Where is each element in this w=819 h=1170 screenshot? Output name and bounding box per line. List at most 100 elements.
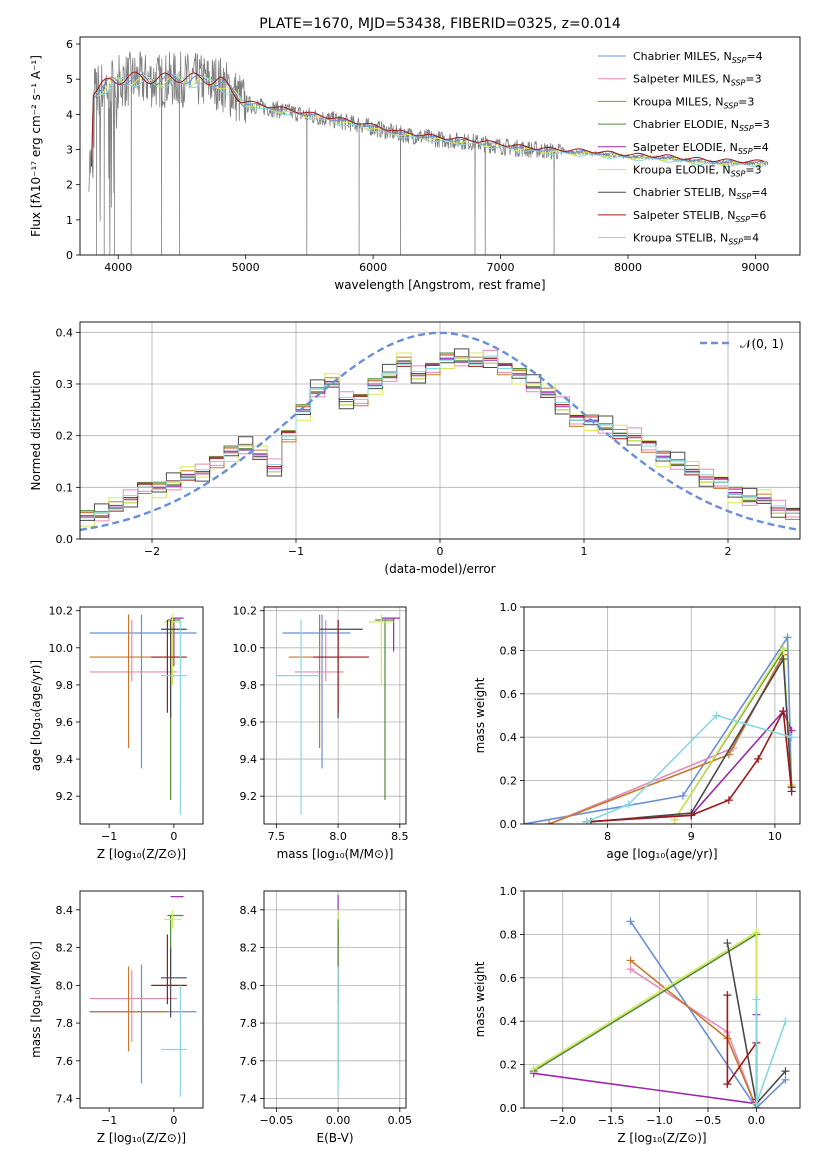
weight-vs-age-plot-area: [524, 607, 800, 824]
y-tick-label: 8.2: [240, 942, 258, 955]
x-tick-label: 5000: [232, 261, 260, 274]
y-tick-label: 9.6: [56, 716, 74, 729]
x-axis-label: wavelength [Angstrom, rest frame]: [334, 278, 545, 292]
y-tick-label: 0.6: [500, 972, 518, 985]
x-tick-label: 7.5: [268, 830, 286, 843]
x-tick-label: 9: [688, 830, 695, 843]
legend-series-name: Chabrier MILES, N: [633, 50, 732, 63]
y-tick-label: 0.2: [500, 1059, 518, 1072]
y-tick-label: 7.8: [240, 1017, 258, 1030]
x-tick-label: 4000: [104, 261, 132, 274]
axes-frame: [79, 890, 204, 1109]
x-tick-label: 2: [725, 545, 732, 558]
legend-subscript: SSP: [739, 124, 754, 133]
x-tick-label: 1: [581, 545, 588, 558]
y-tick-label: 10.0: [49, 642, 74, 655]
legend-label: 𝒩(0, 1): [740, 337, 784, 351]
x-tick-label: −0.05: [259, 1114, 293, 1127]
y-tick-label: 0.0: [500, 1102, 518, 1115]
x-axis-label: Z [log₁₀(Z/Z⊙)]: [97, 847, 186, 861]
y-tick-label: 10.2: [233, 605, 258, 618]
y-tick-label: 8.0: [240, 979, 258, 992]
x-tick-label: 8.5: [391, 830, 409, 843]
y-tick-label: 0.4: [500, 1015, 518, 1028]
axes-frame: [523, 606, 801, 825]
y-tick-label: 1.0: [500, 601, 518, 614]
legend-subscript: SSP: [732, 56, 747, 65]
legend-series-name: Salpeter ELODIE, N: [633, 141, 738, 154]
weight-marker: [779, 707, 788, 716]
weight-marker: [779, 655, 788, 664]
y-tick-label: 0.2: [56, 430, 74, 443]
weight-marker: [781, 1017, 790, 1026]
y-tick-label: 0.6: [500, 688, 518, 701]
y-tick-label: 9.6: [240, 716, 258, 729]
spectrum-plot-area: [88, 51, 769, 255]
legend-series-name: Salpeter MILES, N: [633, 73, 731, 86]
weight-marker: [582, 817, 591, 824]
x-axis-label: E(B-V): [316, 1131, 353, 1145]
legend-subscript: SSP: [723, 101, 738, 110]
x-tick-label: −1: [101, 1114, 117, 1127]
y-tick-label: 9.4: [240, 753, 258, 766]
y-axis-label: mass [log₁₀(M/M⊙)]: [29, 941, 43, 1058]
axes-frame: [79, 606, 204, 825]
y-tick-label: 0.2: [500, 775, 518, 788]
y-tick-label: 9.4: [56, 753, 74, 766]
x-tick-label: 0: [437, 545, 444, 558]
legend-series-name: Salpeter STELIB, N: [633, 209, 735, 222]
x-tick-label: 0.0: [748, 1114, 766, 1127]
y-tick-label: 0.0: [500, 818, 518, 831]
y-tick-label: 7.6: [240, 1055, 258, 1068]
x-tick-label: −1.0: [646, 1114, 673, 1127]
legend-nssp-value: =3: [745, 164, 761, 177]
weight-vs-z-plot-area: [524, 891, 800, 1108]
x-tick-label: −1.5: [598, 1114, 625, 1127]
y-tick-label: 4: [66, 108, 73, 121]
x-tick-label: 8: [604, 830, 611, 843]
y-tick-label: 0: [66, 249, 73, 262]
axes-frame: [263, 890, 407, 1109]
legend-subscript: SSP: [735, 215, 750, 224]
weight-marker: [752, 1099, 761, 1108]
weight-marker: [626, 965, 635, 974]
weight-marker: [787, 787, 796, 796]
mass-vs-z-axes: −1 0 7.4 7.6 7.8 8.0 8.2 8.4 Z [log₁₀(Z/Z⊙)] mass…: [29, 890, 204, 1145]
y-tick-label: 9.8: [56, 679, 74, 692]
x-tick-label: 0: [170, 1114, 177, 1127]
x-tick-label: −2: [144, 545, 160, 558]
legend-label: Kroupa MILES, NSSP=3: [633, 95, 754, 110]
y-tick-label: 9.2: [56, 790, 74, 803]
mass-vs-z-plot-area: [89, 896, 197, 1097]
mass-vs-ebv-axes: −0.05 0.00 0.05 7.4 7.6 7.8 8.0 8.2 8.4 E(B-V): [240, 890, 412, 1145]
age-vs-mass-axes: 7.5 8.0 8.5 9.2 9.4 9.6 9.8 10.0 10.2 mass [log₁₀…: [233, 605, 409, 861]
x-tick-label: −0.5: [695, 1114, 722, 1127]
x-tick-label: −2.0: [549, 1114, 576, 1127]
weight-line: [586, 708, 793, 823]
spectrum-axes: 4000 5000 6000 7000 8000 9000 0 1 2 3 4 5 6 wavelengt…: [29, 16, 801, 292]
y-tick-label: 10.0: [233, 642, 258, 655]
weight-line: [524, 634, 793, 824]
x-tick-label: 9000: [741, 261, 769, 274]
legend-label: Chabrier ELODIE, NSSP=3: [633, 118, 770, 133]
x-axis-label: mass [log₁₀(M/M⊙)]: [277, 847, 394, 861]
x-axis-label: Z [log₁₀(Z/Z⊙)]: [97, 1131, 186, 1145]
residuals-plot-area: [80, 322, 800, 539]
y-tick-label: 6: [66, 38, 73, 51]
weight-marker: [626, 917, 635, 926]
legend-label: Salpeter STELIB, NSSP=6: [633, 209, 766, 224]
y-tick-label: 2: [66, 179, 73, 192]
legend-series-name: Kroupa STELIB, N: [633, 232, 728, 245]
y-tick-label: 1: [66, 214, 73, 227]
legend-label: Chabrier STELIB, NSSP=4: [633, 186, 767, 201]
legend-nssp-value: =3: [738, 95, 754, 108]
residuals-axes: −2 −1 0 1 2 0.0 0.1 0.2 0.3 0.4 (data-model)/error…: [29, 321, 801, 576]
y-axis-label: mass weight: [473, 961, 487, 1037]
weight-marker: [724, 796, 733, 805]
gaussian-curve: [80, 331, 800, 532]
legend-label: Salpeter MILES, NSSP=3: [633, 73, 762, 88]
x-axis-label: age [log₁₀(age/yr)]: [606, 847, 717, 861]
age-vs-z-axes: −1 0 9.2 9.4 9.6 9.8 10.0 10.2 Z [log₁₀(Z/Z⊙)] ag…: [29, 605, 204, 861]
legend-label: Kroupa STELIB, NSSP=4: [633, 232, 759, 247]
